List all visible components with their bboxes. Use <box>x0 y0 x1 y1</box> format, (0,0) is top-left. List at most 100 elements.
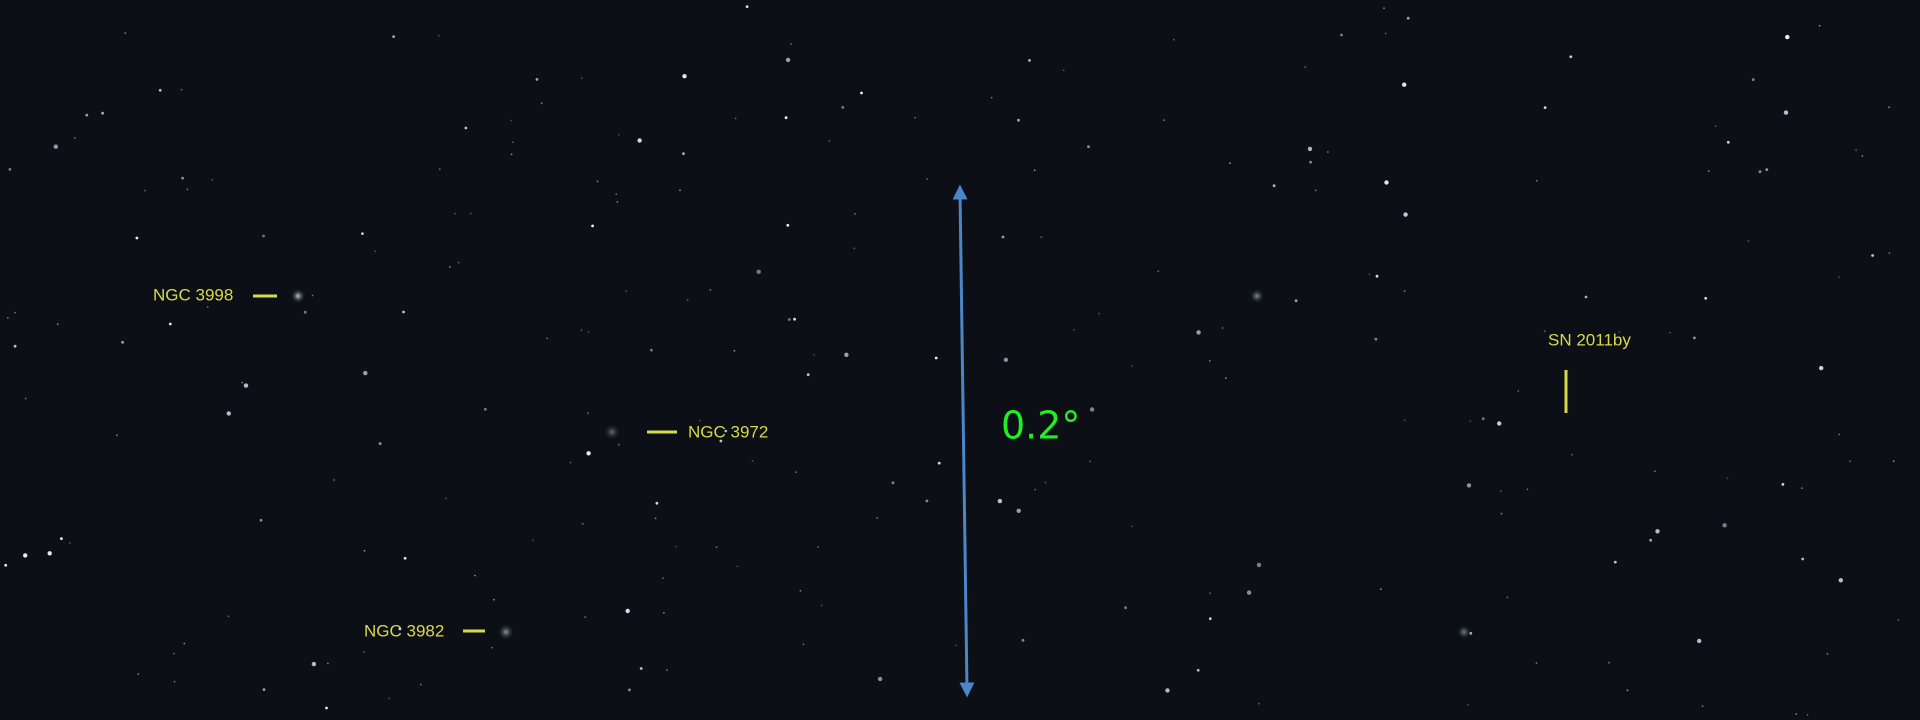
star <box>1626 689 1629 692</box>
star <box>227 615 230 618</box>
galaxy <box>1250 289 1264 303</box>
star <box>1383 7 1385 9</box>
star <box>419 683 422 686</box>
star <box>398 627 402 631</box>
star <box>1697 638 1702 644</box>
star <box>241 381 244 384</box>
star <box>1499 490 1502 493</box>
star <box>650 348 653 352</box>
star <box>392 35 395 38</box>
scale-arrow <box>952 184 975 698</box>
star <box>1838 433 1841 436</box>
star <box>483 407 487 411</box>
star <box>181 176 185 180</box>
star <box>586 451 591 456</box>
star <box>445 497 447 500</box>
star <box>73 136 76 139</box>
star <box>1819 365 1824 371</box>
star <box>1466 704 1469 706</box>
star <box>666 669 668 671</box>
star <box>733 349 736 352</box>
star <box>1062 69 1065 72</box>
star <box>1229 162 1231 165</box>
star <box>616 201 619 203</box>
star <box>1747 240 1750 243</box>
star <box>799 589 802 592</box>
star <box>23 553 28 558</box>
star <box>1001 235 1005 239</box>
star <box>1374 337 1378 341</box>
star <box>1800 487 1803 489</box>
star <box>464 126 468 130</box>
star <box>510 153 513 156</box>
star <box>679 189 681 192</box>
star <box>990 96 993 99</box>
star <box>1131 365 1133 367</box>
star <box>615 193 618 196</box>
star <box>327 662 329 665</box>
star <box>1795 713 1798 715</box>
star <box>1783 110 1789 115</box>
object-label: SN 2011by <box>1548 330 1631 349</box>
star <box>844 352 849 357</box>
star <box>1304 66 1307 68</box>
star <box>124 32 127 34</box>
star <box>1497 421 1502 426</box>
star <box>1469 420 1472 422</box>
star <box>1379 588 1382 591</box>
star <box>363 549 366 552</box>
star <box>756 269 761 274</box>
star <box>206 306 209 308</box>
scale-label: 0.2° <box>1001 404 1080 448</box>
star <box>493 598 495 601</box>
star <box>793 317 796 321</box>
star <box>1543 330 1546 332</box>
star <box>403 556 407 560</box>
star <box>362 651 365 653</box>
star <box>1003 357 1009 362</box>
star <box>682 152 685 156</box>
star <box>60 537 63 540</box>
star <box>211 178 214 181</box>
star <box>1649 538 1653 542</box>
star <box>709 289 712 291</box>
galaxy <box>604 424 620 440</box>
star <box>813 353 816 356</box>
star <box>115 434 118 437</box>
star <box>1654 470 1656 473</box>
star <box>1196 330 1201 335</box>
star <box>1021 638 1025 642</box>
star <box>1726 477 1729 480</box>
star <box>1535 179 1538 182</box>
star <box>591 224 594 228</box>
star <box>1707 170 1710 173</box>
star <box>511 141 514 144</box>
star <box>1751 78 1755 81</box>
star <box>532 539 534 542</box>
star <box>1506 596 1509 599</box>
star <box>662 577 664 579</box>
star <box>1208 359 1211 362</box>
star <box>469 212 472 215</box>
star <box>580 77 583 80</box>
star <box>734 117 737 120</box>
star <box>173 652 176 655</box>
star <box>854 213 856 215</box>
star <box>1221 327 1224 329</box>
star <box>719 439 723 443</box>
star <box>303 310 307 314</box>
star <box>1781 483 1785 486</box>
star <box>786 223 790 227</box>
star <box>925 499 929 503</box>
star <box>1089 460 1091 463</box>
star <box>1307 146 1313 152</box>
star <box>1040 236 1043 239</box>
star <box>1613 560 1617 564</box>
star <box>1157 270 1160 273</box>
star <box>955 644 958 647</box>
star <box>596 180 599 183</box>
star <box>173 680 176 683</box>
star <box>1072 328 1075 331</box>
star <box>540 102 543 105</box>
